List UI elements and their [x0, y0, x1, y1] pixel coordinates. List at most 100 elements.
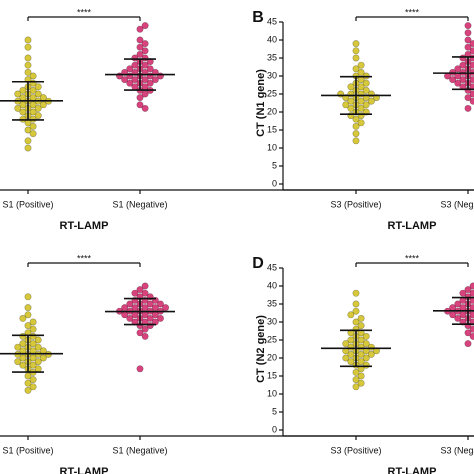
data-point: [357, 350, 365, 358]
data-point: [459, 76, 467, 84]
x-tick-label: S3 (Negative): [440, 199, 474, 209]
data-point: [347, 97, 355, 105]
data-point: [464, 94, 472, 102]
data-point: [34, 336, 42, 344]
data-point: [464, 340, 472, 348]
data-point: [34, 104, 42, 112]
data-point: [29, 376, 37, 384]
data-point: [19, 108, 27, 116]
data-point: [357, 119, 365, 127]
data-point: [352, 130, 360, 138]
data-point: [469, 332, 474, 340]
x-tick-label: S1 (Positive): [2, 445, 53, 455]
data-point: [141, 76, 149, 84]
data-point: [29, 122, 37, 130]
data-point: [24, 36, 32, 44]
data-point: [352, 65, 360, 73]
data-point: [126, 79, 134, 87]
data-point: [352, 376, 360, 384]
data-point: [352, 368, 360, 376]
y-tick-label: 10: [267, 388, 277, 398]
y-tick-label: 40: [267, 34, 277, 44]
data-point: [24, 311, 32, 319]
data-point: [464, 104, 472, 112]
data-point: [24, 304, 32, 312]
data-point: [357, 68, 365, 76]
x-tick-label: S1 (Negative): [112, 445, 167, 455]
data-point: [29, 86, 37, 94]
data-point: [352, 300, 360, 308]
data-point: [141, 282, 149, 290]
y-tick-label: 5: [272, 406, 277, 416]
data-point: [362, 332, 370, 340]
x-tick-label: S3 (Positive): [330, 199, 381, 209]
data-point: [464, 22, 472, 30]
data-point: [14, 90, 22, 98]
panel-label: D: [252, 255, 264, 272]
data-point: [469, 61, 474, 69]
data-point: [469, 40, 474, 48]
data-point: [19, 340, 27, 348]
y-axis-title: CT (N1 gene): [255, 69, 267, 137]
data-point: [156, 314, 164, 322]
data-point: [136, 36, 144, 44]
data-point: [352, 307, 360, 315]
data-point: [141, 47, 149, 55]
data-point: [367, 350, 375, 358]
data-point: [141, 40, 149, 48]
data-point: [24, 137, 32, 145]
data-point: [19, 314, 27, 322]
data-point: [39, 354, 47, 362]
data-point: [29, 340, 37, 348]
data-point: [14, 104, 22, 112]
y-tick-label: 25: [267, 88, 277, 98]
data-point: [469, 47, 474, 55]
data-point: [362, 354, 370, 362]
data-point: [24, 43, 32, 51]
y-tick-label: 25: [267, 334, 277, 344]
y-tick-label: 20: [267, 106, 277, 116]
data-point: [19, 361, 27, 369]
data-point: [136, 50, 144, 58]
data-point: [464, 286, 472, 294]
y-tick-label: 0: [272, 178, 277, 188]
data-point: [352, 115, 360, 123]
data-point: [362, 86, 370, 94]
data-point: [136, 43, 144, 51]
data-point: [34, 365, 42, 373]
data-point: [459, 289, 467, 297]
data-point: [24, 386, 32, 394]
data-point: [34, 83, 42, 91]
data-point: [19, 332, 27, 340]
data-point: [141, 332, 149, 340]
data-point: [29, 72, 37, 80]
data-point: [126, 314, 134, 322]
data-point: [464, 36, 472, 44]
significance-label: ****: [405, 253, 420, 263]
data-point: [131, 76, 139, 84]
data-point: [347, 358, 355, 366]
x-tick-label: S3 (Positive): [330, 445, 381, 455]
data-point: [464, 43, 472, 51]
data-point: [342, 354, 350, 362]
data-point: [357, 379, 365, 387]
data-point: [347, 311, 355, 319]
data-point: [24, 322, 32, 330]
data-point: [352, 137, 360, 145]
panel-label: B: [252, 9, 264, 26]
data-point: [352, 289, 360, 297]
data-point: [136, 25, 144, 33]
data-point: [19, 86, 27, 94]
data-point: [156, 300, 164, 308]
data-point: [469, 325, 474, 333]
data-point: [454, 65, 462, 73]
data-point: [357, 314, 365, 322]
data-point: [464, 329, 472, 337]
data-point: [126, 300, 134, 308]
data-point: [454, 79, 462, 87]
data-point: [14, 343, 22, 351]
data-point: [469, 282, 474, 290]
data-point: [357, 97, 365, 105]
data-point: [29, 361, 37, 369]
data-point: [29, 130, 37, 138]
